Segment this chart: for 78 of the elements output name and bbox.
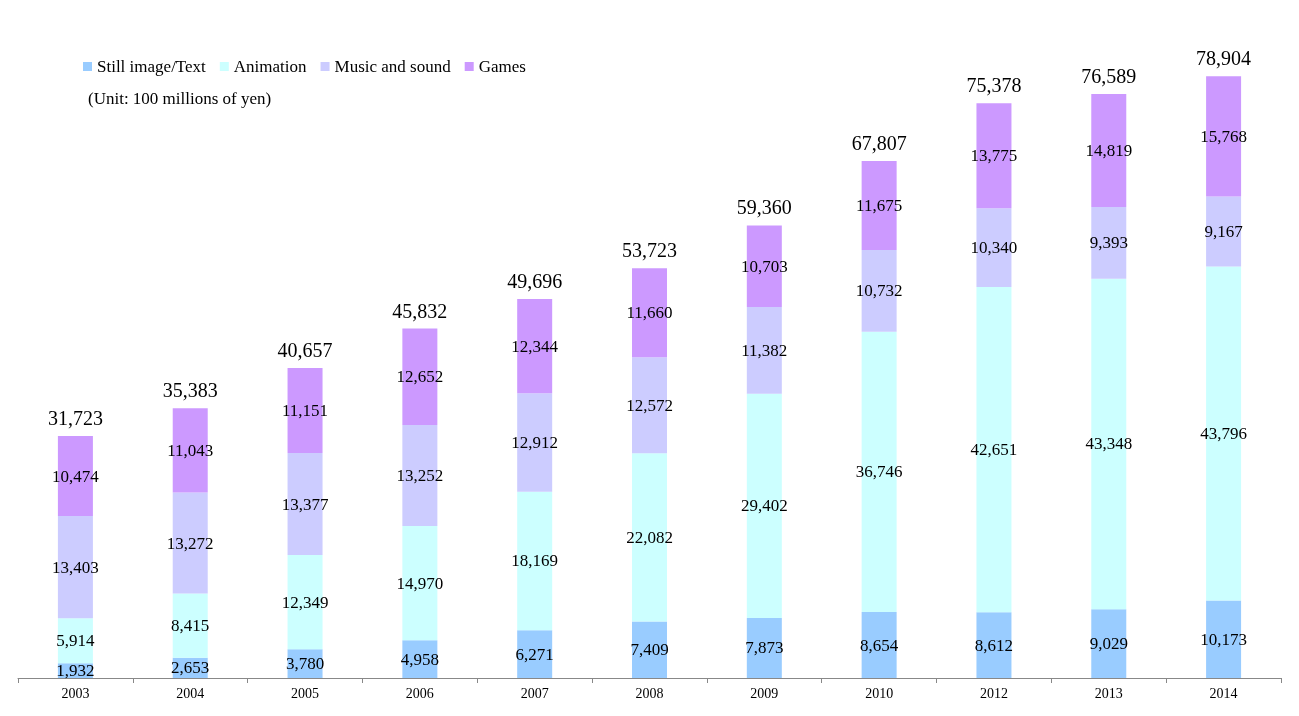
data-label: 10,173 (1200, 629, 1247, 649)
x-tick-label: 2003 (61, 685, 90, 701)
bar (746, 617, 782, 678)
x-tick-label: 2006 (405, 685, 434, 701)
data-label: 12,344 (511, 336, 559, 356)
data-label: 43,796 (1200, 423, 1247, 443)
data-label: 9,393 (1089, 233, 1128, 253)
data-label: 12,652 (396, 367, 444, 387)
legend-label: Animation (233, 57, 308, 76)
data-label: 14,819 (1085, 141, 1133, 161)
x-tick-label: 2010 (865, 685, 894, 701)
data-label: 9,167 (1204, 222, 1244, 242)
data-label: 1,932 (56, 661, 95, 681)
data-label: 6,271 (515, 644, 554, 664)
data-label: 36,746 (855, 462, 903, 482)
x-tick-label: 2004 (176, 685, 205, 701)
data-label: 11,151 (281, 401, 329, 420)
total-label: 78,904 (1196, 47, 1252, 70)
data-label: 2,653 (171, 658, 210, 678)
x-tick-label: 2014 (1209, 685, 1238, 701)
data-label: 9,029 (1089, 634, 1128, 654)
data-label: 11,043 (167, 440, 214, 460)
x-tick-label: 2009 (750, 685, 779, 701)
x-tick-label: 2008 (635, 685, 664, 701)
total-label: 49,696 (507, 270, 563, 293)
data-label: 12,912 (511, 432, 559, 452)
data-label: 18,169 (511, 551, 559, 571)
total-label: 40,657 (277, 338, 333, 361)
legend-label: Games (478, 57, 526, 76)
data-label: 29,402 (740, 496, 788, 516)
data-label: 7,409 (630, 640, 669, 660)
x-tick-label: 2007 (520, 685, 549, 701)
data-label: 10,732 (855, 281, 903, 301)
total-label: 59,360 (736, 196, 792, 219)
data-label: 8,654 (860, 635, 899, 655)
data-label: 12,349 (281, 592, 329, 612)
total-label: 35,383 (162, 379, 218, 402)
data-label: 14,970 (396, 573, 444, 593)
data-label: 22,082 (626, 527, 673, 547)
bar (861, 612, 897, 678)
total-label: 53,723 (622, 239, 677, 262)
data-label: 13,272 (166, 533, 214, 553)
bar (1091, 609, 1127, 678)
data-label: 7,873 (745, 638, 784, 658)
data-label: 10,340 (970, 238, 1018, 258)
data-label: 12,572 (626, 395, 673, 415)
x-tick-label: 2013 (1094, 685, 1123, 701)
x-tick-label: 2005 (291, 685, 320, 701)
bar (172, 593, 208, 658)
data-label: 13,252 (396, 466, 444, 486)
data-label: 43,348 (1085, 434, 1133, 454)
data-label: 15,768 (1200, 126, 1247, 146)
legend-label: Still image/Text (97, 57, 207, 76)
total-label: 45,832 (392, 299, 448, 322)
x-tick-label: 2012 (979, 685, 1008, 701)
data-label: 8,415 (171, 616, 210, 636)
bar (976, 612, 1012, 678)
data-label: 5,914 (56, 631, 96, 651)
data-label: 4,958 (400, 649, 439, 669)
legend-label: Music and sound (334, 57, 452, 76)
data-label: 13,403 (52, 557, 99, 577)
data-label: 42,651 (970, 440, 1018, 460)
data-label: 8,612 (974, 635, 1014, 655)
total-label: 31,723 (47, 407, 103, 430)
data-label: 11,660 (626, 303, 673, 323)
data-label: 13,377 (281, 494, 329, 514)
data-label: 11,382 (741, 340, 788, 360)
bar (1206, 196, 1242, 267)
bar (1091, 207, 1127, 279)
annotation: (Unit: 100 millions of yen) (88, 89, 272, 108)
data-label: 10,474 (52, 466, 100, 486)
data-label: 11,675 (856, 195, 903, 215)
total-label: 75,378 (966, 74, 1022, 97)
data-label: 3,780 (285, 654, 325, 674)
total-label: 67,807 (851, 131, 907, 154)
data-label: 13,775 (970, 146, 1018, 166)
total-label: 76,589 (1081, 65, 1137, 88)
data-label: 10,703 (740, 256, 788, 276)
